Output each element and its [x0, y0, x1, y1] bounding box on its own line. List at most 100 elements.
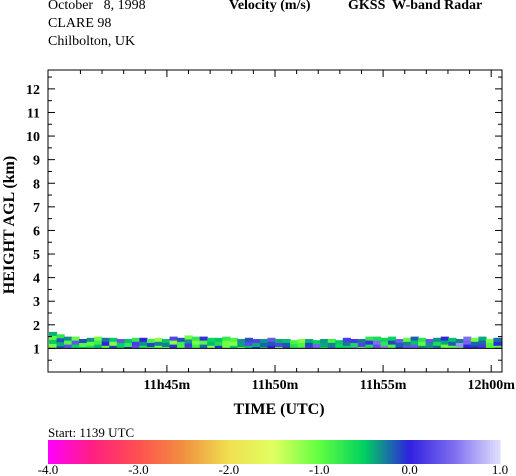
- heatmap-cell: [56, 334, 65, 339]
- heatmap-cell: [440, 340, 449, 346]
- heatmap-cell: [485, 338, 495, 344]
- heatmap-cell: [410, 344, 419, 349]
- colorbar-swatch: [294, 440, 298, 464]
- heatmap-cell: [342, 345, 351, 349]
- colorbar-swatch: [68, 440, 72, 464]
- heatmap-cell: [94, 340, 103, 346]
- y-tick-label: 8: [33, 177, 40, 192]
- colorbar-swatch: [301, 440, 305, 464]
- colorbar-swatch: [163, 440, 167, 464]
- colorbar-swatch: [454, 440, 458, 464]
- colorbar-swatch: [437, 440, 441, 464]
- heatmap-cell: [493, 345, 502, 349]
- heatmap-cell: [448, 337, 457, 343]
- colorbar-swatch: [274, 440, 278, 464]
- colorbar-swatch: [407, 440, 411, 464]
- heatmap-cell: [184, 343, 193, 348]
- colorbar-swatch: [238, 440, 242, 464]
- colorbar-swatch: [88, 440, 92, 464]
- colorbar-swatch: [304, 440, 308, 464]
- colorbar-swatch: [467, 440, 471, 464]
- heatmap-cell: [259, 338, 269, 344]
- colorbar-swatch: [291, 440, 295, 464]
- heatmap-cell: [425, 338, 434, 344]
- colorbar-swatch: [153, 440, 157, 464]
- colorbar-swatch: [140, 440, 145, 464]
- colorbar-swatch: [286, 440, 290, 464]
- colorbar-swatch: [78, 440, 82, 464]
- heatmap-cell: [493, 337, 502, 343]
- heatmap-cell: [267, 337, 276, 343]
- heatmap-cell: [139, 345, 148, 349]
- heatmap-cell: [49, 331, 58, 337]
- heatmap-cell: [177, 337, 186, 343]
- heatmap-cell: [297, 338, 306, 344]
- heatmap-cell: [380, 345, 389, 349]
- colorbar-swatch: [452, 440, 456, 464]
- colorbar-swatch: [48, 440, 52, 464]
- heatmap-cell: [463, 340, 472, 346]
- heatmap-cell: [199, 336, 208, 342]
- colorbar-swatch: [442, 440, 446, 464]
- colorbar-swatch: [311, 440, 315, 464]
- colorbar-swatch: [80, 440, 84, 464]
- colorbar-swatch: [135, 440, 139, 464]
- heatmap-cell: [116, 342, 125, 348]
- colorbar-swatch: [422, 440, 426, 464]
- heatmap-cell: [71, 344, 80, 349]
- colorbar-swatch: [166, 440, 170, 464]
- colorbar-swatch: [299, 440, 303, 464]
- heatmap-cell: [177, 345, 186, 349]
- heatmap-cell: [244, 341, 253, 347]
- heatmap-cell: [139, 337, 148, 343]
- colorbar-swatch: [95, 440, 99, 464]
- colorbar-swatch: [334, 440, 338, 464]
- heatmap-cell: [388, 344, 397, 349]
- heatmap-cell: [252, 342, 261, 348]
- colorbar-swatch: [53, 440, 57, 464]
- heatmap-cell: [56, 346, 65, 349]
- colorbar-swatch: [198, 440, 202, 464]
- colorbar-swatch: [246, 440, 250, 464]
- x-axis-label: TIME (UTC): [233, 401, 324, 418]
- heatmap-cell: [146, 342, 156, 348]
- heatmap-cell: [470, 341, 479, 347]
- heatmap-cell: [154, 337, 163, 343]
- colorbar-swatch: [223, 440, 227, 464]
- heatmap-cell: [320, 342, 329, 348]
- colorbar-swatch: [361, 440, 365, 464]
- heatmap-cell: [109, 341, 118, 347]
- heatmap-cell: [64, 336, 73, 342]
- colorbar-swatch: [191, 440, 195, 464]
- heatmap-cell: [162, 338, 171, 344]
- colorbar-swatch: [459, 440, 463, 464]
- colorbar-swatch: [186, 440, 190, 464]
- colorbar-swatch: [100, 440, 104, 464]
- colorbar-swatch: [482, 440, 486, 464]
- heatmap-cell: [478, 336, 487, 342]
- plot-frame: [47, 69, 503, 373]
- colorbar-swatch: [464, 440, 468, 464]
- colorbar-swatch: [98, 440, 102, 464]
- heatmap-cell: [448, 345, 457, 349]
- header-instrument: GKSS W-band Radar: [348, 0, 483, 13]
- colorbar-swatch: [168, 440, 172, 464]
- colorbar-swatch: [218, 440, 222, 464]
- heatmap-cell: [146, 346, 156, 349]
- heatmap-cell: [342, 337, 351, 343]
- colorbar-label: -2.0: [219, 462, 240, 476]
- colorbar-swatch: [263, 440, 268, 464]
- colorbar-swatch: [241, 440, 245, 464]
- heatmap-cell: [372, 344, 382, 349]
- heatmap-cell: [154, 345, 163, 349]
- heatmap-cell: [485, 342, 495, 348]
- heatmap-cell: [214, 337, 223, 343]
- heatmap-cell: [109, 345, 118, 349]
- colorbar-swatch: [404, 440, 408, 464]
- colorbar-swatch: [351, 440, 355, 464]
- heatmap-cell: [71, 340, 80, 346]
- heatmap-cell: [433, 345, 442, 349]
- colorbar-swatch: [233, 440, 237, 464]
- colorbar-swatch: [148, 440, 152, 464]
